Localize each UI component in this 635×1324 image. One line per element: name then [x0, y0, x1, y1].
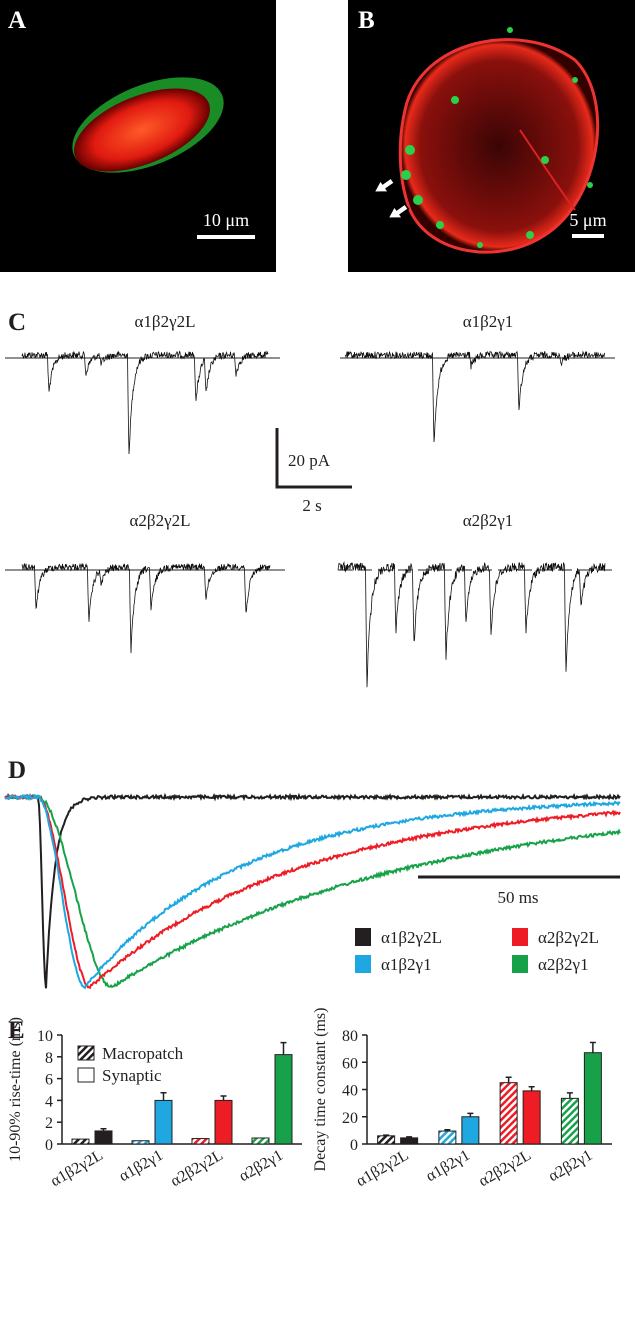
x-tick-label: α2β2γ1: [546, 1147, 596, 1186]
y-tick-label: 60: [342, 1055, 358, 1072]
normalized-trace: [4, 793, 621, 990]
y-tick-label: 20: [342, 1110, 358, 1127]
y-tick-label: 10: [37, 1028, 53, 1045]
normalized-trace: [4, 793, 621, 989]
y-axis-label: 10-90% rise-time (ms): [7, 1017, 24, 1162]
error-bar: [383, 1134, 390, 1136]
bar: [583, 1052, 602, 1145]
error-bar: [100, 1127, 107, 1131]
bar: [131, 1140, 150, 1145]
micrograph-b: [348, 0, 635, 272]
current-trace: [337, 560, 606, 688]
bar: [400, 1137, 419, 1145]
y-axis-label: Decay time constant (ms): [312, 1008, 329, 1172]
error-bar: [467, 1112, 474, 1117]
bar: [522, 1090, 541, 1145]
legend-label: Macropatch: [102, 1044, 184, 1063]
bar: [251, 1137, 270, 1145]
y-tick-label: 0: [45, 1137, 53, 1154]
bar: [94, 1130, 113, 1145]
bar-charts: 0 2 4 6 8 10 10-90% rise-time (ms) α1β2γ2L α1β2γ…: [7, 1008, 612, 1190]
current-trace: [21, 562, 271, 654]
x-tick-label: α1β2γ2L: [48, 1147, 106, 1190]
current-trace: [21, 350, 269, 455]
legend-label: α1β2γ2L: [381, 928, 442, 947]
legend: α1β2γ2L α2β2γ2L α1β2γ1 α2β2γ1: [355, 928, 599, 974]
micrograph-a: [0, 0, 276, 272]
x-tick-label: α2β2γ1: [236, 1147, 286, 1186]
x-tick-label: α2β2γ2L: [168, 1147, 226, 1190]
y-tick-label: 0: [350, 1137, 358, 1154]
current-traces: [5, 350, 615, 688]
bar: [461, 1116, 480, 1145]
y-tick-label: 6: [45, 1072, 53, 1089]
panel-label: B: [358, 7, 375, 34]
bar: [191, 1138, 210, 1145]
legend-swatch: [355, 928, 371, 946]
legend-label: α2β2γ1: [538, 955, 589, 974]
trace-label: α2β2γ1: [463, 511, 514, 530]
legend-swatch: [77, 1067, 95, 1083]
legend-label: α2β2γ2L: [538, 928, 599, 947]
scale-bar: [275, 428, 352, 489]
bar: [71, 1138, 90, 1145]
error-bar: [160, 1092, 167, 1101]
scale-bar-label: 20 pA: [288, 451, 331, 470]
trace-label: α1β2γ1: [463, 312, 514, 331]
y-tick-label: 4: [45, 1093, 53, 1110]
panel-label: E: [8, 1017, 25, 1044]
trace-label: α2β2γ2L: [130, 511, 191, 530]
error-bar: [406, 1136, 413, 1138]
bar: [499, 1082, 518, 1145]
normalized-traces: [4, 792, 621, 990]
bar: [274, 1054, 293, 1145]
error-bar: [220, 1095, 227, 1101]
bar: [560, 1097, 579, 1145]
error-bar: [280, 1041, 287, 1055]
error-bar: [589, 1041, 596, 1053]
normalized-trace: [4, 792, 621, 989]
x-tick-label: α2β2γ2L: [476, 1147, 534, 1190]
error-bar: [444, 1128, 451, 1132]
scale-bar-label: 5 μm: [569, 210, 606, 230]
legend-label: α1β2γ1: [381, 955, 432, 974]
scale-bar-label: 50 ms: [497, 888, 538, 907]
panel-label: C: [8, 309, 26, 336]
y-tick-label: 40: [342, 1083, 358, 1100]
error-bar: [566, 1092, 573, 1099]
bar: [438, 1130, 457, 1145]
normalized-trace: [4, 793, 621, 990]
legend-swatch: [77, 1045, 95, 1061]
y-tick-label: 2: [45, 1115, 53, 1132]
legend-label: Synaptic: [102, 1066, 162, 1085]
error-bar: [528, 1086, 535, 1091]
error-bar: [505, 1076, 512, 1083]
bar: [214, 1099, 233, 1145]
y-tick-label: 8: [45, 1050, 53, 1067]
current-trace: [344, 350, 606, 443]
panel-label: A: [8, 7, 26, 34]
x-tick-label: α1β2γ1: [423, 1147, 473, 1186]
legend-swatch: [512, 955, 528, 973]
panel-label: D: [8, 757, 26, 784]
bar: [154, 1099, 173, 1145]
trace-label: α1β2γ2L: [135, 312, 196, 331]
legend-swatch: [355, 955, 371, 973]
x-tick-label: α1β2γ1: [116, 1147, 166, 1186]
scale-bar-label: 2 s: [302, 496, 321, 515]
y-tick-label: 80: [342, 1028, 358, 1045]
legend-swatch: [512, 928, 528, 946]
bar: [377, 1135, 396, 1145]
x-tick-label: α1β2γ2L: [353, 1147, 411, 1190]
scale-bar-label: 10 μm: [203, 210, 249, 230]
